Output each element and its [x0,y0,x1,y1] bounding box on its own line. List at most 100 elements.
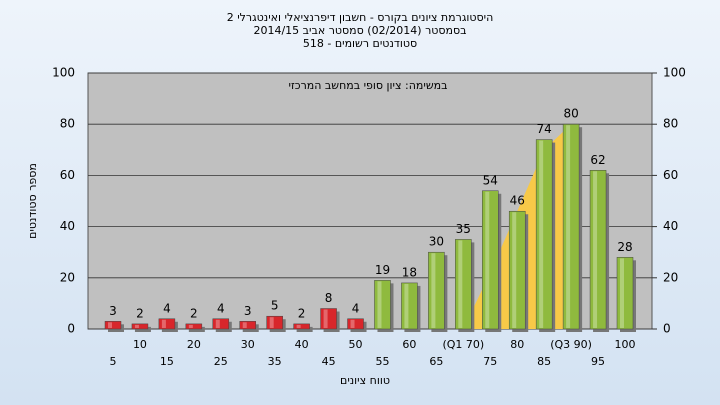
x-axis-label: טווח ציונים [340,374,390,387]
bar [616,257,634,330]
bar [508,210,526,330]
y2-tick-label: 80 [663,117,678,131]
data-label: 5 [271,299,279,313]
data-label: 28 [617,240,632,254]
bar-highlight [620,258,624,328]
bar-highlight [161,319,166,328]
x-tick-label: 35 [268,355,282,368]
bar-highlight [593,171,598,328]
y-tick-label: 40 [60,219,75,233]
chart-subtitle: בסמסטר (02/2014) סמסטר אביב 2014/15 [253,24,466,37]
x-tick-label: 65 [429,355,443,368]
bar [320,308,337,330]
bar-highlight [269,317,274,328]
x-tick-label: 25 [214,355,228,368]
data-label: 3 [244,304,252,318]
y-tick-label: 100 [52,66,75,80]
y2-tick-label: 0 [663,322,671,336]
bar-highlight [485,191,490,328]
data-label: 4 [352,301,360,315]
bar-highlight [566,125,571,328]
bar [455,239,472,330]
y2-tick-label: 60 [663,168,678,182]
annotation: במשימה: ציון סופי במחשב המרכזי [288,79,447,92]
bar [562,123,580,330]
x-tick-label: 60 [402,338,416,351]
data-label: 35 [456,222,471,236]
bar [293,323,310,330]
y-tick-label: 60 [60,168,75,182]
bar-highlight [108,322,112,328]
x-tick-label: 80 [510,338,524,351]
y2-tick-label: 40 [663,219,678,233]
data-label: 18 [402,265,417,279]
x-tick-label: 75 [483,355,497,368]
bar-highlight [404,283,409,328]
y2-tick-label: 20 [663,270,678,284]
data-label: 3 [109,304,117,318]
x-tick-label: 5 [110,355,117,368]
data-label: 19 [375,263,390,277]
x-tick-label: 40 [295,338,309,351]
x-tick-label: 15 [160,355,174,368]
bar [239,321,256,330]
data-label: 4 [163,301,171,315]
x-tick-label: 100 [615,338,636,351]
bar-highlight [458,240,463,328]
bar [212,318,230,330]
bar-highlight [512,212,517,328]
data-label: 8 [325,291,333,305]
x-tick-label: 55 [375,355,389,368]
data-label: 2 [190,306,198,320]
data-label: 30 [429,235,444,249]
bar [428,251,445,330]
bar-highlight [377,281,382,328]
bar [347,318,364,330]
x-tick-label: 10 [133,338,147,351]
chart-subtitle: סטודנטים רשומים - 518 [303,37,417,50]
x-tick-label: 85 [537,355,551,368]
bar [131,323,149,330]
x-tick-label: 95 [591,355,605,368]
y-tick-label: 80 [60,117,75,131]
bar-highlight [242,322,247,328]
bar-highlight [296,324,301,328]
x-tick-label: 20 [187,338,201,351]
bar [158,318,176,330]
bar-highlight [134,324,139,328]
data-label: 2 [298,306,306,320]
x-tick-label: 30 [241,338,255,351]
y2-tick-label: 100 [663,66,686,80]
bar [104,321,122,330]
x-tick-label: (Q3 90) [550,338,592,351]
bar-highlight [323,309,328,328]
data-label: 2 [136,306,144,320]
bar [401,282,418,330]
bar-highlight [539,140,544,328]
y-tick-label: 20 [60,270,75,284]
bar [185,323,203,330]
bar [374,280,391,330]
y-axis-label: מספר סטודנטים [26,163,39,239]
data-label: 62 [590,153,605,167]
bar [589,170,607,330]
bar-shadow [134,326,151,332]
bar-shadow [296,326,313,332]
x-tick-label: (Q1 70) [442,338,484,351]
bar-highlight [350,319,355,328]
bar-highlight [431,253,436,328]
data-label: 74 [537,122,552,136]
y-tick-label: 0 [67,322,75,336]
data-label: 80 [563,107,578,121]
data-label: 4 [217,301,225,315]
x-tick-label: 45 [322,355,336,368]
x-tick-label: 50 [349,338,363,351]
chart-title: היסטוגרמת ציונים בקורס - חשבון דיפרנציאל… [227,11,494,24]
bar-shadow [188,326,205,332]
bar [266,315,283,330]
bar-highlight [188,324,193,328]
bar [482,190,499,330]
data-label: 46 [510,194,525,208]
bar [535,139,553,330]
